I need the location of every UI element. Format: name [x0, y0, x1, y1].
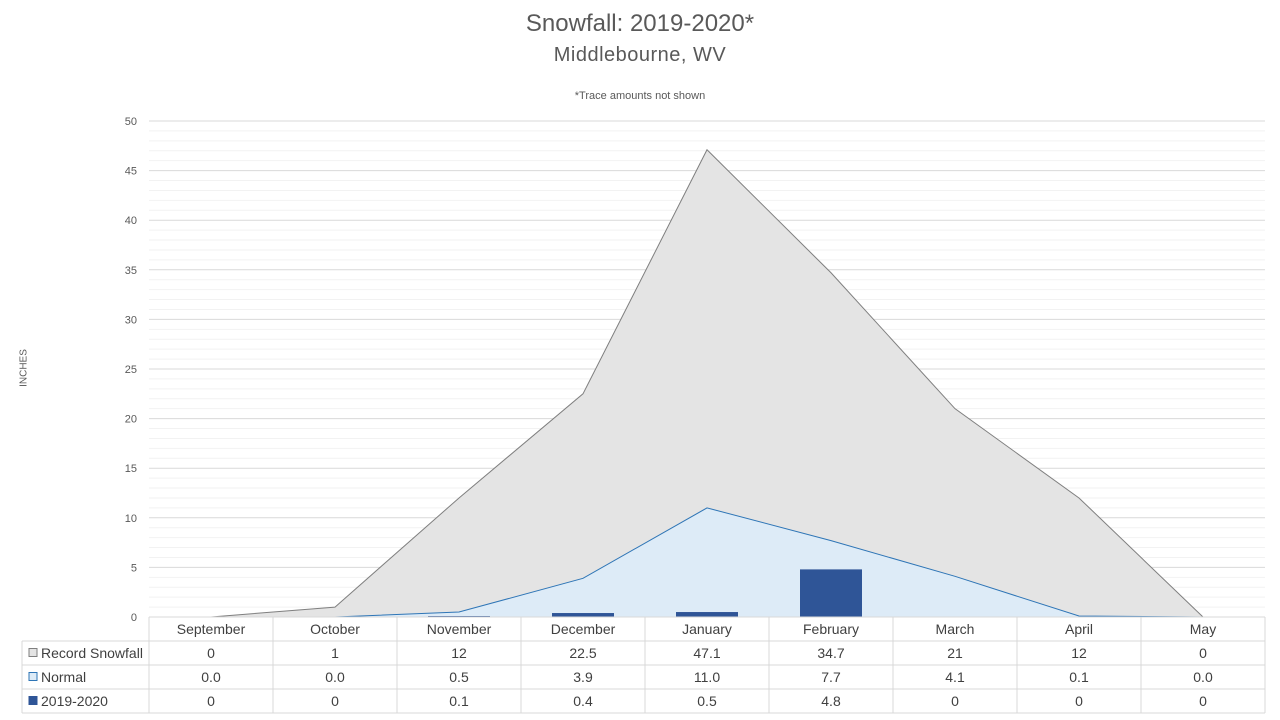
x-tick-label: January: [682, 621, 732, 637]
data-label: 0.4: [573, 693, 593, 709]
data-label: 0.1: [1069, 669, 1089, 685]
chart-title: Snowfall: 2019-2020*: [525, 10, 755, 37]
data-label: 4.1: [945, 669, 965, 685]
x-tick-label: October: [310, 621, 360, 637]
legend-key: [28, 648, 38, 657]
data-label: 47.1: [693, 645, 720, 661]
bar: [800, 569, 862, 617]
data-label: 0.0: [201, 669, 221, 685]
data-label: 22.5: [569, 645, 596, 661]
bar: [676, 612, 738, 617]
data-label: 0: [1199, 645, 1207, 661]
record-snowfall-area: [211, 149, 1203, 617]
y-tick-label: 20: [125, 414, 137, 426]
data-label: 0.5: [697, 693, 717, 709]
legend-label: 2019-2020: [41, 693, 108, 709]
data-label: 0: [951, 693, 959, 709]
data-table: September October November December January F…: [21, 616, 1266, 714]
y-tick-label: 40: [125, 215, 137, 227]
y-tick-label: 5: [131, 562, 137, 574]
data-label: 0: [207, 645, 215, 661]
y-tick-label: 50: [125, 116, 137, 128]
record-snowfall-line: [210, 148, 1204, 618]
x-tick-label: September: [177, 621, 246, 637]
data-label: 21: [947, 645, 963, 661]
legend-label: Normal: [41, 669, 86, 685]
y-tick-label: 15: [125, 463, 137, 475]
x-tick-label: March: [936, 621, 975, 637]
x-tick-label: February: [803, 621, 859, 637]
chart-note: *Trace amounts not shown: [574, 90, 706, 102]
y-tick-label: 25: [125, 364, 137, 376]
normal-line: [211, 507, 1204, 618]
y-tick-label: 30: [125, 314, 137, 326]
data-label: 0: [331, 693, 339, 709]
x-tick-label: April: [1065, 621, 1093, 637]
data-label: 0.0: [1193, 669, 1213, 685]
x-tick-label: May: [1190, 621, 1216, 637]
data-label: 0: [1199, 693, 1207, 709]
data-label: 12: [451, 645, 467, 661]
x-tick-label: December: [551, 621, 616, 637]
data-label: 0: [1075, 693, 1083, 709]
data-label: 0.0: [325, 669, 345, 685]
data-label: 4.8: [821, 693, 841, 709]
y-tick-label: 35: [125, 265, 137, 277]
legend-key: [28, 696, 38, 705]
data-label: 1: [331, 645, 339, 661]
chart-subtitle: Middlebourne, WV: [553, 44, 727, 66]
data-label: 11.0: [694, 669, 720, 685]
y-tick-label: 10: [125, 513, 137, 525]
data-label: 0.5: [449, 669, 469, 685]
y-tick-label: 45: [125, 166, 137, 178]
y-tick-label: 0: [131, 612, 137, 624]
legend-key: [28, 672, 38, 681]
data-label: 3.9: [573, 669, 593, 685]
legend-label: Record Snowfall: [41, 645, 143, 661]
x-tick-label: November: [427, 621, 492, 637]
data-label: 34.7: [817, 645, 844, 661]
data-label: 7.7: [821, 669, 841, 685]
data-label: 0.1: [449, 693, 469, 709]
data-label: 12: [1071, 645, 1087, 661]
data-label: 0: [207, 693, 215, 709]
normal-area: [211, 507, 1203, 617]
bar: [552, 613, 614, 617]
